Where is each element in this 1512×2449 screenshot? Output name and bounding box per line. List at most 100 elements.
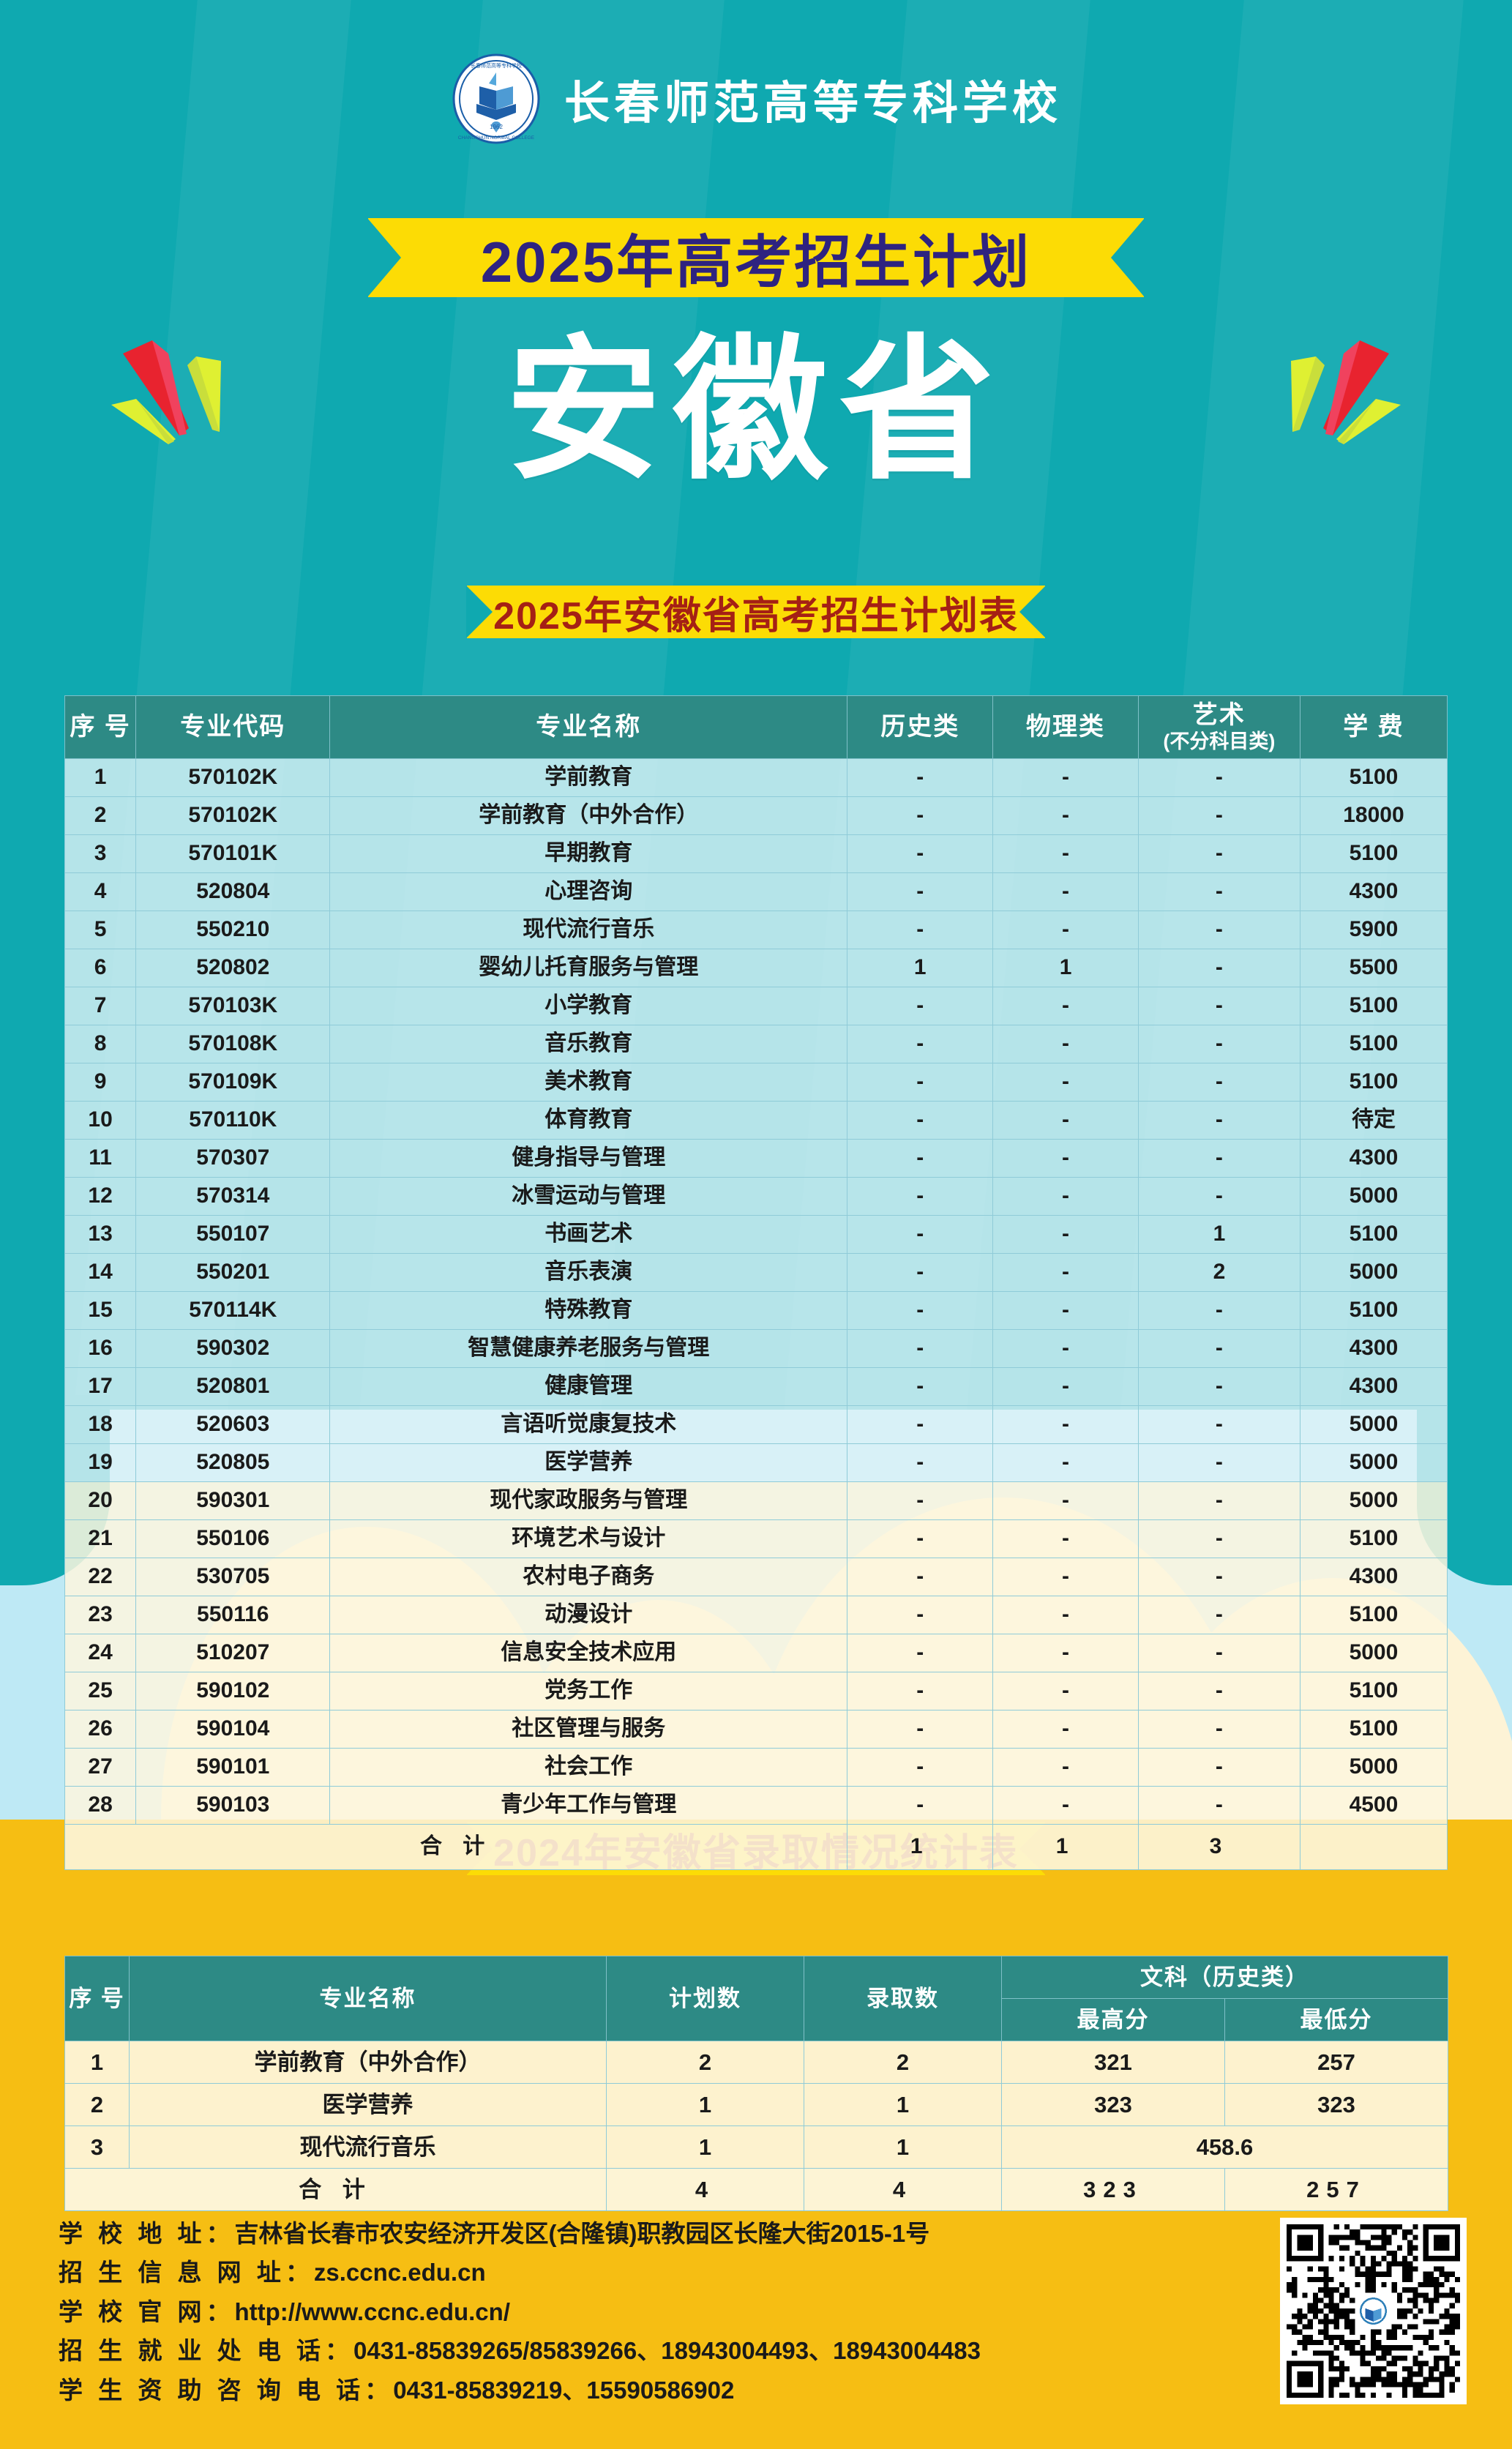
cell-seq: 10: [64, 1101, 137, 1140]
cell-history: -: [847, 1596, 994, 1634]
cell-art: -: [1137, 1710, 1300, 1749]
table-row: 3 现代流行音乐 1 1 458.6: [64, 2125, 1448, 2169]
table-row: 19 520805 医学营养 - - -5000: [64, 1443, 1448, 1482]
cell-history: -: [847, 758, 994, 797]
cell-art: -: [1137, 1481, 1300, 1520]
cell-art: -: [1137, 1329, 1300, 1368]
table-row: 5 550210 现代流行音乐 - - -5900: [64, 911, 1448, 949]
cell-major-code: 550107: [135, 1215, 331, 1254]
cell-seq: 16: [64, 1329, 137, 1368]
table-row: 1 570102K 学前教育 - - -5100: [64, 758, 1448, 797]
cell-art: -: [1137, 1786, 1300, 1825]
cell-art: -: [1137, 872, 1300, 911]
qr-code[interactable]: [1280, 2218, 1467, 2404]
cell-tuition: 5100: [1299, 1063, 1448, 1102]
cell-lowest-score: 323: [1224, 2083, 1448, 2126]
table-row: 11 570307 健身指导与管理 - - -4300: [64, 1139, 1448, 1178]
cell-history: -: [847, 1558, 994, 1596]
cell-art: -: [1137, 1101, 1300, 1140]
cell-major-name: 冰雪运动与管理: [329, 1177, 848, 1216]
table-row: 25 590102 党务工作 - - -5100: [64, 1672, 1448, 1710]
cell-major-code: 520603: [135, 1405, 331, 1444]
table-row: 17 520801 健康管理 - - -4300: [64, 1367, 1448, 1406]
cell-art: -: [1137, 1405, 1300, 1444]
cell-history: -: [847, 872, 994, 911]
table-row: 16 590302 智慧健康养老服务与管理 - - -4300: [64, 1329, 1448, 1368]
cell-physics: -: [992, 796, 1139, 835]
table-row: 4 520804 心理咨询 - - -4300: [64, 872, 1448, 911]
cell-art: -: [1137, 1558, 1300, 1596]
cell-physics: -: [992, 1215, 1139, 1254]
cell-tuition: 5100: [1299, 1291, 1448, 1330]
cell-physics: 1: [992, 949, 1139, 987]
cell-art: -: [1137, 758, 1300, 797]
cell-major-code: 570109K: [135, 1063, 331, 1102]
cell-seq: 1: [64, 758, 137, 797]
cell-history: -: [847, 1215, 994, 1254]
table-row: 24 510207 信息安全技术应用 - - -5000: [64, 1634, 1448, 1672]
cell-history: -: [847, 911, 994, 949]
cell-planned: 1: [606, 2083, 804, 2126]
cell-tuition: 5900: [1299, 911, 1448, 949]
cell-major-name: 特殊教育: [329, 1291, 848, 1330]
cell-tuition: 5100: [1299, 987, 1448, 1025]
cell-major-name: 心理咨询: [329, 872, 848, 911]
cell-tuition: 4300: [1299, 1558, 1448, 1596]
cell-total-lowest-score: 257: [1224, 2168, 1448, 2211]
cell-history: -: [847, 1748, 994, 1787]
cell-tuition: 5000: [1299, 1634, 1448, 1672]
svg-text:CHANGCHUN NORMAL COLLEGE: CHANGCHUN NORMAL COLLEGE: [458, 135, 535, 141]
cell-tuition: 4300: [1299, 1139, 1448, 1178]
cell-major-name: 医学营养: [129, 2083, 607, 2126]
cell-highest-score: 323: [1001, 2083, 1225, 2126]
cell-total-history: 1: [847, 1824, 994, 1870]
school-name: 长春师范高等专科学校: [564, 79, 1062, 129]
cell-major-code: 550210: [135, 911, 331, 949]
cell-history: -: [847, 1443, 994, 1482]
cell-tuition: 4500: [1299, 1786, 1448, 1825]
cell-major-code: 570307: [135, 1139, 331, 1178]
footer-value: http://www.ccnc.edu.cn/: [234, 2297, 510, 2325]
cell-history: 1: [847, 949, 994, 987]
stat-table-body: 1 学前教育（中外合作） 2 2 321 257 2 医学营养 1 1 323 323 3 现代流行音乐 1…: [64, 2041, 1448, 2211]
cell-art: -: [1137, 796, 1300, 835]
cell-major-name: 言语听觉康复技术: [329, 1405, 848, 1444]
cell-major-code: 550201: [135, 1253, 331, 1292]
cell-seq: 28: [64, 1786, 137, 1825]
cell-total-admitted: 4: [804, 2168, 1002, 2211]
cell-art: -: [1137, 1596, 1300, 1634]
svg-text:1962: 1962: [490, 124, 503, 130]
cell-major-name: 党务工作: [329, 1672, 848, 1710]
cell-major-name: 音乐教育: [329, 1025, 848, 1063]
plan-table-header-row: 序 号 专业代码 专业名称 历史类 物理类 艺术 (不分科目类) 学 费: [64, 695, 1448, 759]
cell-major-code: 590104: [135, 1710, 331, 1749]
table-row: 20 590301 现代家政服务与管理 - - -5000: [64, 1481, 1448, 1520]
cell-seq: 14: [64, 1253, 137, 1292]
cell-planned: 2: [606, 2041, 804, 2084]
section1-ribbon: 2025年安徽省高考招生计划表: [466, 586, 1046, 638]
cell-total-planned: 4: [606, 2168, 804, 2211]
cell-history: -: [847, 1253, 994, 1292]
plan-table-body: 1 570102K 学前教育 - - -5100 2 570102K 学前教育（中外合作） - - -…: [64, 758, 1448, 1870]
cell-physics: -: [992, 1710, 1139, 1749]
table-row: 3 570101K 早期教育 - - -5100: [64, 834, 1448, 873]
cell-art: -: [1137, 1443, 1300, 1482]
cell-physics: -: [992, 758, 1139, 797]
cell-seq: 20: [64, 1481, 137, 1520]
cell-seq: 23: [64, 1596, 137, 1634]
cell-major-name: 医学营养: [329, 1443, 848, 1482]
cell-major-code: 570102K: [135, 758, 331, 797]
cell-tuition: 4300: [1299, 1329, 1448, 1368]
cell-major-code: 570108K: [135, 1025, 331, 1063]
cell-tuition: 5100: [1299, 1596, 1448, 1634]
plan-table-head: 序 号 专业代码 专业名称 历史类 物理类 艺术 (不分科目类) 学 费: [64, 695, 1448, 759]
cell-seq: 24: [64, 1634, 137, 1672]
cell-tuition: 4300: [1299, 872, 1448, 911]
cell-tuition: 5000: [1299, 1748, 1448, 1787]
footer-value: 0431-85839265/85839266、18943004493、18943…: [353, 2337, 981, 2365]
cell-art: -: [1137, 1025, 1300, 1063]
col-header-tuition: 学 费: [1299, 695, 1448, 759]
cell-major-code: 520802: [135, 949, 331, 987]
